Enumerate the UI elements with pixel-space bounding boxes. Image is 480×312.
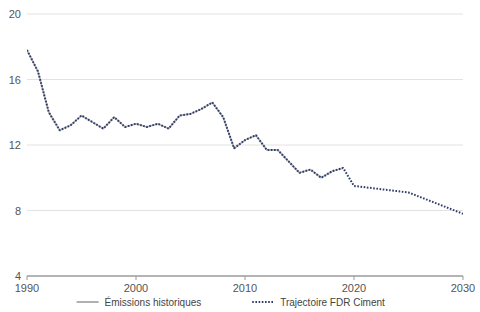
x-tick: [245, 276, 246, 280]
series-line: [27, 50, 463, 214]
x-tick-label: 2020: [342, 282, 366, 294]
x-tick: [354, 276, 355, 280]
y-tick-label: 12: [9, 139, 21, 151]
x-tick-label: 2010: [233, 282, 257, 294]
y-tick-label: 16: [9, 74, 21, 86]
y-tick-label: 4: [15, 270, 21, 282]
x-tick-label: 2000: [124, 282, 148, 294]
x-tick: [136, 276, 137, 280]
series-line: [27, 50, 343, 178]
y-tick-label: 20: [9, 8, 21, 20]
plot-area: [27, 50, 463, 214]
legend-label: Trajectoire FDR Ciment: [280, 297, 385, 308]
chart: 4 8 12 16 20 1990 2000 2010 2020 2030 Émissions hi…: [0, 0, 480, 312]
legend-key: [252, 301, 274, 303]
x-tick-label: 1990: [15, 282, 39, 294]
x-tick: [463, 276, 464, 280]
grid-line: [27, 79, 463, 80]
legend-label: Émissions historiques: [105, 296, 202, 308]
grid-line: [27, 14, 463, 15]
x-tick: [27, 276, 28, 280]
grid-line: [27, 210, 463, 211]
grid-line: [27, 145, 463, 146]
x-tick-label: 2030: [451, 282, 475, 294]
legend-key: [77, 301, 99, 303]
legend: Émissions historiques Trajectoire FDR Cim…: [77, 296, 385, 308]
y-tick-label: 8: [15, 205, 21, 217]
